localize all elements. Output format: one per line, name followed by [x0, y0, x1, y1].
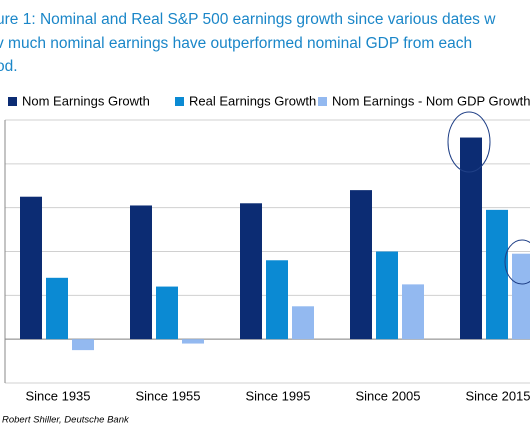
x-tick-label: Since 2015: [465, 388, 530, 403]
highlight-ellipse: [447, 111, 491, 173]
bar: [156, 286, 178, 340]
bar: [130, 205, 152, 340]
x-tick-label: Since 1955: [135, 388, 200, 403]
chart-title: v much nominal earnings have outperforme…: [0, 35, 472, 52]
source: Robert Shiller, Deutsche Bank: [2, 415, 130, 426]
legend-swatch: [8, 97, 17, 106]
bar: [350, 190, 372, 340]
legend-label: Nom Earnings - Nom GDP Growth: [332, 93, 530, 108]
bar: [46, 277, 68, 340]
bar: [240, 203, 262, 340]
bar: [460, 137, 482, 340]
bar: [266, 260, 288, 340]
x-tick-label: Since 1935: [25, 388, 90, 403]
chart-title: ure 1: Nominal and Real S&P 500 earnings…: [0, 11, 496, 28]
bar: [72, 339, 94, 351]
legend-label: Nom Earnings Growth: [22, 93, 150, 108]
bar: [20, 196, 42, 340]
bar: [402, 284, 424, 340]
bar: [182, 339, 204, 344]
x-tick-label: Since 2005: [355, 388, 420, 403]
chart-title: od.: [0, 58, 18, 75]
bar: [292, 306, 314, 340]
x-tick-label: Since 1995: [245, 388, 310, 403]
legend-swatch: [175, 97, 184, 106]
legend-label: Real Earnings Growth: [189, 93, 316, 108]
bar: [512, 253, 530, 340]
bar: [376, 251, 398, 340]
legend-swatch: [318, 97, 327, 106]
highlight-ellipse: [504, 239, 530, 285]
bar: [486, 209, 508, 340]
